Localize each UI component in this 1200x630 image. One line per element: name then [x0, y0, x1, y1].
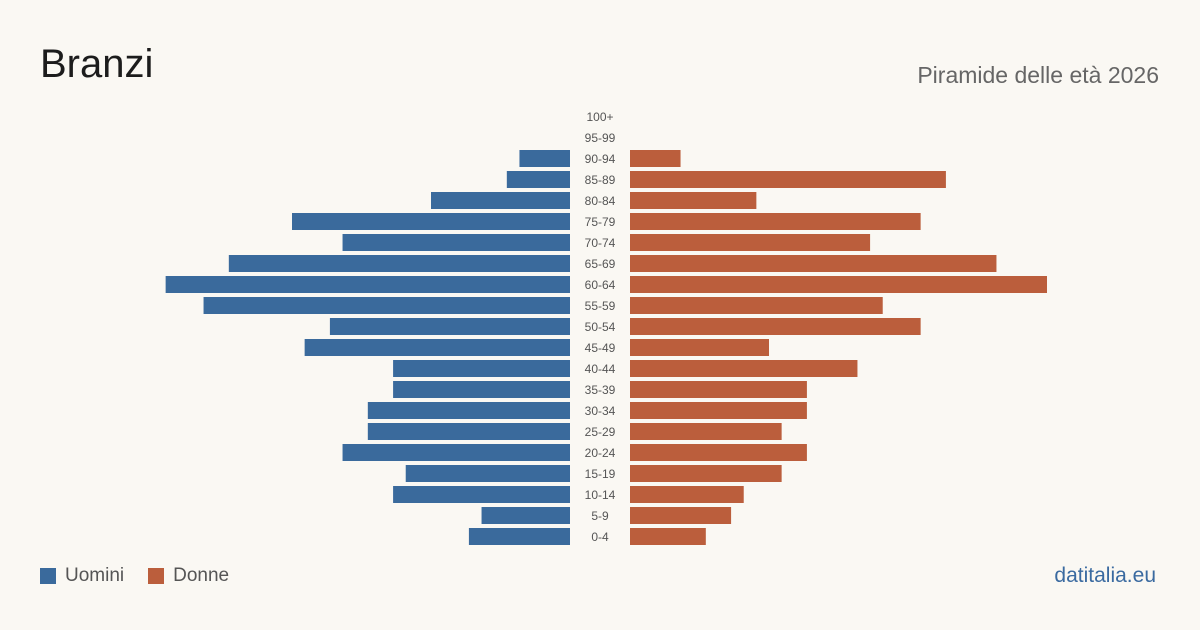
age-label-35-39: 35-39 — [585, 383, 616, 397]
bar-women-35-39 — [630, 381, 807, 398]
bar-men-10-14 — [393, 486, 570, 503]
age-label-70-74: 70-74 — [585, 236, 616, 250]
bar-women-0-4 — [630, 528, 706, 545]
chart-subtitle: Piramide delle età 2026 — [917, 62, 1159, 88]
bar-women-25-29 — [630, 423, 782, 440]
age-label-25-29: 25-29 — [585, 425, 616, 439]
bar-men-40-44 — [393, 360, 570, 377]
bar-men-65-69 — [228, 255, 570, 272]
bar-women-10-14 — [630, 486, 744, 503]
bar-men-60-64 — [165, 276, 571, 293]
bar-women-40-44 — [630, 360, 858, 377]
bar-women-90-94 — [630, 150, 681, 167]
age-label-0-4: 0-4 — [591, 530, 609, 544]
age-label-50-54: 50-54 — [585, 320, 616, 334]
bar-men-85-89 — [506, 171, 570, 188]
age-label-55-59: 55-59 — [585, 299, 616, 313]
bar-women-50-54 — [630, 318, 921, 335]
bar-women-30-34 — [630, 402, 807, 419]
page-title: Branzi — [40, 42, 154, 86]
age-label-95-99: 95-99 — [585, 131, 616, 145]
legend: Uomini Donne — [40, 565, 229, 587]
bar-men-35-39 — [393, 381, 570, 398]
age-label-5-9: 5-9 — [591, 509, 609, 523]
bar-men-50-54 — [329, 318, 570, 335]
bar-men-25-29 — [367, 423, 570, 440]
bar-men-0-4 — [468, 528, 570, 545]
age-label-90-94: 90-94 — [585, 152, 616, 166]
bar-men-15-19 — [405, 465, 570, 482]
age-label-85-89: 85-89 — [585, 173, 616, 187]
age-label-45-49: 45-49 — [585, 341, 616, 355]
age-label-80-84: 80-84 — [585, 194, 616, 208]
legend-label-women: Donne — [173, 565, 230, 586]
bar-women-60-64 — [630, 276, 1047, 293]
bar-women-65-69 — [630, 255, 997, 272]
bar-women-75-79 — [630, 213, 921, 230]
age-label-65-69: 65-69 — [585, 257, 616, 271]
age-label-10-14: 10-14 — [585, 488, 616, 502]
bar-women-20-24 — [630, 444, 807, 461]
bar-women-45-49 — [630, 339, 769, 356]
legend-item-women: Donne — [148, 565, 229, 587]
bar-men-70-74 — [342, 234, 570, 251]
bar-men-90-94 — [519, 150, 570, 167]
bar-men-20-24 — [342, 444, 570, 461]
age-label-75-79: 75-79 — [585, 215, 616, 229]
bar-men-55-59 — [203, 297, 570, 314]
bar-men-80-84 — [431, 192, 570, 209]
age-label-60-64: 60-64 — [585, 278, 616, 292]
bar-men-5-9 — [481, 507, 570, 524]
legend-label-men: Uomini — [65, 565, 125, 586]
age-label-15-19: 15-19 — [585, 467, 616, 481]
bar-women-85-89 — [630, 171, 946, 188]
bar-women-15-19 — [630, 465, 782, 482]
bar-men-30-34 — [367, 402, 570, 419]
age-label-20-24: 20-24 — [585, 446, 616, 460]
legend-swatch-women — [148, 568, 165, 584]
bar-women-70-74 — [630, 234, 871, 251]
age-label-40-44: 40-44 — [585, 362, 616, 376]
bar-men-45-49 — [304, 339, 570, 356]
bar-women-80-84 — [630, 192, 757, 209]
legend-swatch-men — [40, 568, 56, 584]
age-label-30-34: 30-34 — [585, 404, 616, 418]
bar-men-75-79 — [292, 213, 570, 230]
legend-item-men: Uomini — [40, 565, 124, 587]
brand-link[interactable]: datitalia.eu — [1054, 564, 1156, 587]
age-label-100+: 100+ — [586, 110, 613, 124]
bar-women-55-59 — [630, 297, 883, 314]
bar-women-5-9 — [630, 507, 732, 524]
